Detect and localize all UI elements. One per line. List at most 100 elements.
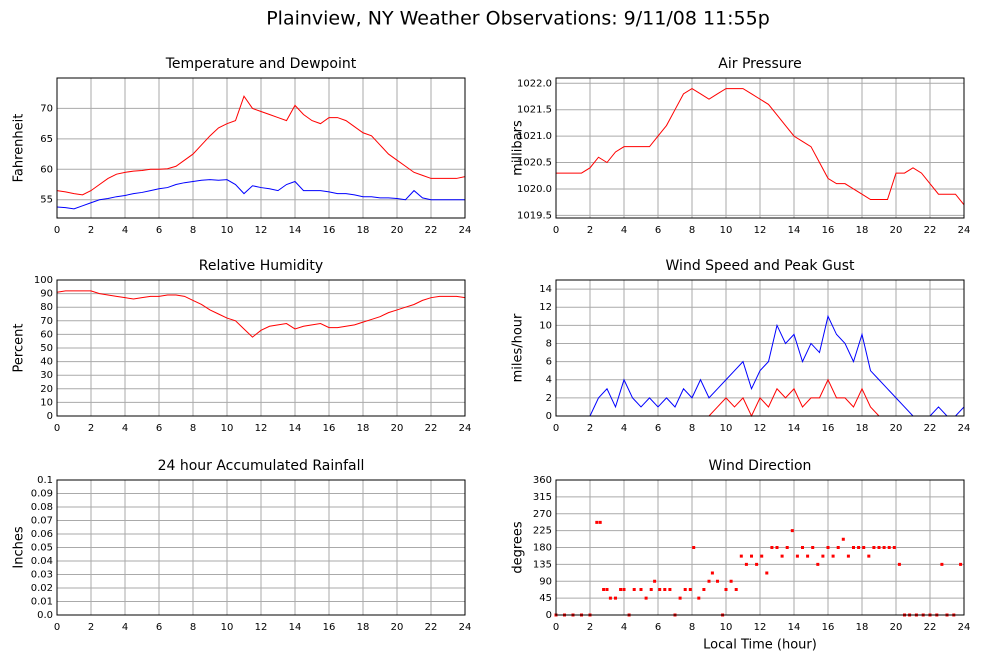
y-axis-label: Fahrenheit bbox=[12, 114, 27, 183]
x-tick-label: 4 bbox=[621, 423, 627, 434]
x-tick-label: 4 bbox=[122, 423, 128, 434]
data-point bbox=[892, 546, 896, 549]
y-axis-label: millibars bbox=[511, 120, 526, 176]
data-point bbox=[702, 588, 706, 591]
x-tick-label: 22 bbox=[425, 622, 438, 633]
x-tick-label: 0 bbox=[54, 622, 60, 633]
y-tick-label: 270 bbox=[533, 509, 552, 520]
data-point bbox=[622, 588, 626, 591]
x-tick-label: 0 bbox=[54, 423, 60, 434]
data-line bbox=[556, 314, 965, 417]
x-tick-label: 0 bbox=[553, 225, 559, 236]
x-tick-label: 4 bbox=[621, 622, 627, 633]
y-tick-label: 0 bbox=[546, 411, 552, 422]
x-tick-label: 12 bbox=[754, 423, 767, 434]
x-tick-label: 16 bbox=[822, 225, 835, 236]
x-tick-label: 4 bbox=[122, 622, 128, 633]
x-tick-label: 12 bbox=[255, 423, 268, 434]
y-tick-label: 0.08 bbox=[31, 502, 53, 513]
data-point bbox=[826, 546, 830, 549]
y-tick-label: 10 bbox=[40, 397, 53, 408]
y-tick-label: 315 bbox=[533, 492, 552, 503]
x-tick-label: 14 bbox=[788, 225, 801, 236]
data-line bbox=[56, 290, 466, 338]
x-tick-label: 8 bbox=[190, 225, 196, 236]
data-line bbox=[56, 95, 466, 196]
data-point bbox=[882, 546, 886, 549]
y-tick-label: 10 bbox=[539, 320, 552, 331]
y-axis-label: Inches bbox=[12, 526, 27, 568]
x-tick-label: 8 bbox=[689, 423, 695, 434]
x-tick-label: 22 bbox=[924, 622, 937, 633]
y-tick-label: 0 bbox=[546, 610, 552, 621]
y-tick-label: 2 bbox=[546, 393, 552, 404]
x-tick-label: 6 bbox=[655, 423, 661, 434]
data-line bbox=[556, 87, 965, 206]
x-tick-label: 20 bbox=[391, 423, 404, 434]
data-point bbox=[755, 562, 759, 566]
data-point bbox=[801, 546, 804, 549]
chart-title: Air Pressure bbox=[718, 56, 801, 72]
x-tick-label: 14 bbox=[289, 225, 302, 236]
data-point bbox=[668, 588, 672, 591]
y-axis-label: degrees bbox=[511, 521, 526, 574]
x-tick-label: 8 bbox=[190, 423, 196, 434]
y-tick-label: 0.0 bbox=[37, 610, 53, 621]
x-axis-label: Local Time (hour) bbox=[703, 638, 817, 653]
data-point bbox=[867, 554, 871, 558]
x-tick-label: 6 bbox=[156, 622, 162, 633]
y-tick-label: 180 bbox=[533, 543, 552, 554]
x-tick-label: 8 bbox=[689, 225, 695, 236]
data-point bbox=[688, 588, 692, 591]
data-point bbox=[707, 579, 711, 583]
x-tick-label: 22 bbox=[425, 225, 438, 236]
x-tick-label: 24 bbox=[459, 423, 472, 434]
x-tick-label: 2 bbox=[587, 622, 593, 633]
data-point bbox=[716, 579, 719, 583]
x-tick-label: 16 bbox=[323, 423, 336, 434]
data-point bbox=[678, 596, 682, 600]
data-point bbox=[649, 588, 653, 591]
y-tick-label: 4 bbox=[546, 375, 552, 386]
x-tick-label: 18 bbox=[856, 225, 869, 236]
y-tick-label: 225 bbox=[533, 526, 552, 537]
data-point bbox=[605, 588, 609, 591]
plot-frame bbox=[555, 77, 965, 219]
data-point bbox=[852, 546, 855, 549]
data-point bbox=[739, 554, 743, 558]
chart-title: Wind Speed and Peak Gust bbox=[666, 258, 855, 274]
x-tick-label: 8 bbox=[689, 622, 695, 633]
y-tick-label: 80 bbox=[40, 302, 53, 313]
x-tick-label: 16 bbox=[822, 423, 835, 434]
x-tick-label: 10 bbox=[720, 622, 733, 633]
y-tick-label: 0.03 bbox=[31, 570, 53, 581]
plot-frame bbox=[56, 279, 466, 417]
chart-title: Relative Humidity bbox=[199, 258, 323, 274]
x-tick-label: 10 bbox=[720, 225, 733, 236]
x-tick-label: 10 bbox=[720, 423, 733, 434]
y-tick-label: 135 bbox=[533, 559, 552, 570]
plot-frame bbox=[555, 479, 965, 616]
page-title: Plainview, NY Weather Observations: 9/11… bbox=[266, 8, 770, 30]
y-tick-label: 14 bbox=[539, 284, 552, 295]
data-point bbox=[608, 596, 612, 600]
x-tick-label: 6 bbox=[655, 225, 661, 236]
y-tick-label: 50 bbox=[40, 343, 53, 354]
x-tick-label: 2 bbox=[88, 622, 94, 633]
data-point bbox=[750, 554, 753, 558]
data-point bbox=[692, 546, 696, 549]
x-tick-label: 24 bbox=[958, 622, 971, 633]
y-tick-label: 55 bbox=[40, 195, 53, 206]
data-point bbox=[697, 596, 701, 600]
y-tick-label: 1020.5 bbox=[517, 158, 552, 169]
data-point bbox=[795, 554, 799, 558]
plot-frame bbox=[56, 77, 466, 219]
data-point bbox=[959, 562, 963, 566]
x-tick-label: 10 bbox=[221, 423, 234, 434]
data-point bbox=[729, 579, 733, 583]
x-tick-label: 16 bbox=[323, 225, 336, 236]
data-point bbox=[598, 520, 602, 524]
data-point bbox=[710, 571, 714, 575]
y-tick-label: 0.1 bbox=[37, 475, 53, 486]
